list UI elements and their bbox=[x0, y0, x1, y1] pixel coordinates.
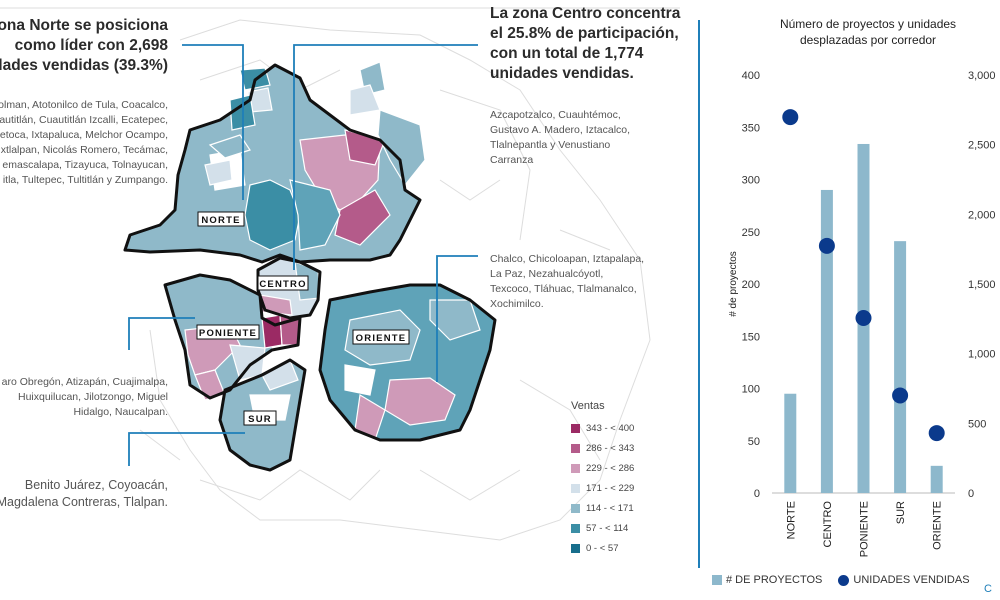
map-legend-swatch bbox=[571, 503, 580, 513]
zone-label-oriente: ORIENTE bbox=[356, 333, 407, 344]
map-legend-swatch bbox=[571, 463, 580, 473]
y-tick-label: 200 bbox=[742, 279, 760, 291]
norte-heading: zona Norte se posiciona como líder con 2… bbox=[0, 17, 168, 74]
x-tick-label: CENTRO bbox=[822, 501, 834, 548]
map-legend-label: 0 - < 57 bbox=[586, 542, 619, 554]
map-legend-label: 229 - < 286 bbox=[586, 462, 635, 474]
map-legend-title: Ventas bbox=[571, 400, 605, 412]
norte-zone bbox=[124, 61, 426, 263]
corner-mark: C bbox=[984, 583, 992, 595]
y-tick-label: 150 bbox=[742, 331, 760, 343]
y2-tick-label: 0 bbox=[968, 488, 974, 500]
chart-plot: 0 50 100 150 200 250 300 350 400 0 500 1,000 1,500 2,… bbox=[728, 70, 996, 557]
map-legend-item: 57 - < 114 bbox=[571, 522, 628, 534]
oriente-municipios: Chalco, Chicoloapan, Iztapalapa, La Paz,… bbox=[490, 253, 645, 310]
map-legend-item: 343 - < 400 bbox=[571, 422, 634, 434]
y2-tick-label: 2,000 bbox=[968, 209, 996, 221]
y2-tick-label: 500 bbox=[968, 418, 986, 430]
bar-oriente bbox=[930, 465, 943, 493]
map-legend-label: 286 - < 343 bbox=[586, 442, 635, 454]
map-legend-item: 229 - < 286 bbox=[571, 462, 634, 474]
zone-label-poniente: PONIENTE bbox=[199, 328, 257, 339]
chart-legend: # DE PROYECTOS UNIDADES VENDIDAS bbox=[712, 572, 970, 588]
legend-bar-swatch bbox=[712, 575, 722, 585]
map-legend-swatch bbox=[571, 423, 580, 433]
dot-sur bbox=[892, 387, 909, 404]
dot-oriente bbox=[928, 425, 945, 442]
y2-tick-label: 3,000 bbox=[968, 70, 996, 82]
bar-centro bbox=[820, 189, 833, 493]
dot-norte bbox=[782, 109, 799, 126]
projects-units-chart: Número de proyectos y unidades desplazad… bbox=[728, 17, 996, 557]
map-legend-swatch bbox=[571, 523, 580, 533]
map-legend-item: 114 - < 171 bbox=[571, 502, 634, 514]
norte-municipios: olman, Atotonilco de Tula, Coacalco, aut… bbox=[0, 99, 168, 186]
chart-title-line2: desplazadas por corredor bbox=[800, 33, 936, 47]
zone-borders bbox=[123, 63, 497, 472]
y-tick-label: 100 bbox=[742, 384, 760, 396]
centro-municipios: Azcapotzalco, Cuauhtémoc, Gustavo A. Mad… bbox=[490, 109, 631, 166]
map-legend-swatch bbox=[571, 483, 580, 493]
map-legend-label: 114 - < 171 bbox=[586, 502, 634, 514]
poniente-municipios: aro Obregón, Atizapán, Cuajimalpa, Huixq… bbox=[1, 376, 168, 418]
y-tick-label: 300 bbox=[742, 175, 760, 187]
leader-lines bbox=[128, 44, 478, 466]
zone-label-norte: NORTE bbox=[201, 215, 240, 226]
y-tick-label: 350 bbox=[742, 122, 760, 134]
x-tick-label: ORIENTE bbox=[932, 501, 944, 550]
x-tick-label: PONIENTE bbox=[859, 501, 871, 557]
map-graphic: NORTE CENTRO PONIENTE ORIENTE SUR bbox=[0, 7, 680, 541]
y-tick-label: 50 bbox=[748, 436, 760, 448]
y-tick-label: 250 bbox=[742, 227, 760, 239]
zone-label-boxes bbox=[196, 211, 410, 426]
chart-title-line1: Número de proyectos y unidades bbox=[780, 17, 956, 31]
x-tick-label: SUR bbox=[895, 501, 907, 524]
legend-dot-label: UNIDADES VENDIDAS bbox=[853, 574, 970, 586]
centro-heading: La zona Centro concentra el 25.8% de par… bbox=[490, 5, 681, 82]
sur-municipios: Benito Juárez, Coyoacán, Magdalena Contr… bbox=[0, 478, 168, 509]
zone-label-sur: SUR bbox=[248, 414, 272, 425]
bar-sur bbox=[894, 241, 907, 493]
zone-label-centro: CENTRO bbox=[259, 279, 306, 290]
y-axis-title: # de proyectos bbox=[728, 251, 739, 317]
y-tick-label: 400 bbox=[742, 70, 760, 82]
legend-dot-swatch bbox=[838, 574, 850, 586]
bar-norte bbox=[784, 393, 797, 493]
dot-poniente bbox=[855, 309, 872, 326]
legend-bar-label: # DE PROYECTOS bbox=[726, 574, 823, 586]
map-legend-label: 171 - < 229 bbox=[586, 482, 635, 494]
map-legend-swatch bbox=[571, 443, 580, 453]
zone-map: NORTE CENTRO PONIENTE ORIENTE SUR zona N… bbox=[0, 5, 681, 554]
map-legend-item: 0 - < 57 bbox=[571, 542, 618, 554]
y2-tick-label: 1,000 bbox=[968, 349, 996, 361]
map-legend-label: 57 - < 114 bbox=[586, 522, 629, 534]
x-tick-label: NORTE bbox=[785, 501, 797, 539]
map-legend-item: 171 - < 229 bbox=[571, 482, 634, 494]
map-legend-label: 343 - < 400 bbox=[586, 422, 635, 434]
y-tick-label: 0 bbox=[754, 488, 760, 500]
dot-centro bbox=[818, 237, 835, 254]
map-legend-item: 286 - < 343 bbox=[571, 442, 634, 454]
panel-divider bbox=[698, 20, 700, 568]
background-municipalities bbox=[0, 7, 680, 541]
map-legend-swatch bbox=[571, 543, 580, 553]
y2-tick-label: 1,500 bbox=[968, 279, 996, 291]
oriente-zone bbox=[319, 284, 496, 441]
y2-tick-label: 2,500 bbox=[968, 140, 996, 152]
